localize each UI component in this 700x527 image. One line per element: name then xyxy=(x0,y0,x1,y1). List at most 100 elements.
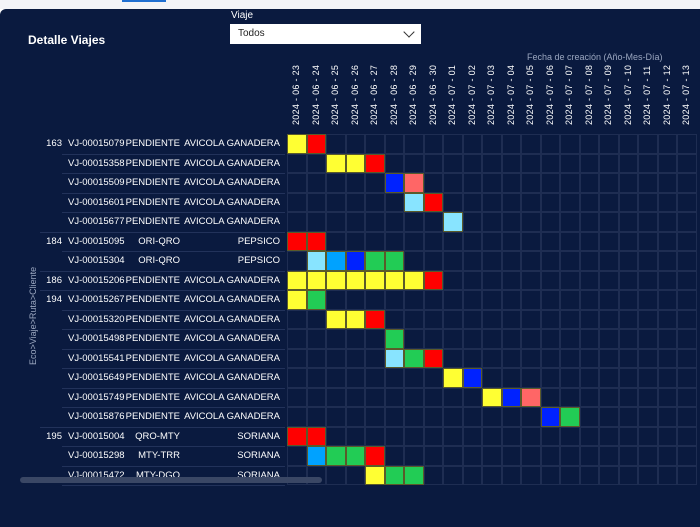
matrix-cell[interactable] xyxy=(540,465,560,485)
matrix-cell[interactable] xyxy=(657,153,677,173)
matrix-cell-filled[interactable] xyxy=(501,387,521,407)
matrix-cell[interactable] xyxy=(501,368,521,388)
matrix-cell[interactable] xyxy=(365,387,385,407)
matrix-cell[interactable] xyxy=(521,368,541,388)
matrix-cell[interactable] xyxy=(365,407,385,427)
matrix-cell-filled[interactable] xyxy=(560,407,580,427)
matrix-cell[interactable] xyxy=(657,407,677,427)
matrix-cell[interactable] xyxy=(306,407,326,427)
matrix-cell[interactable] xyxy=(306,212,326,232)
matrix-cell[interactable] xyxy=(306,465,326,485)
matrix-cell[interactable] xyxy=(287,251,307,271)
matrix-cell[interactable] xyxy=(482,309,502,329)
matrix-cell[interactable] xyxy=(462,407,482,427)
matrix-cell[interactable] xyxy=(560,426,580,446)
matrix-cell[interactable] xyxy=(618,231,638,251)
viaje-dropdown[interactable]: Todos xyxy=(230,24,421,44)
matrix-cell-filled[interactable] xyxy=(384,270,404,290)
matrix-cell[interactable] xyxy=(404,153,424,173)
matrix-cell[interactable] xyxy=(677,192,697,212)
matrix-cell-filled[interactable] xyxy=(540,407,560,427)
matrix-cell[interactable] xyxy=(287,446,307,466)
matrix-cell-filled[interactable] xyxy=(306,251,326,271)
matrix-cell[interactable] xyxy=(677,290,697,310)
matrix-cell[interactable] xyxy=(677,387,697,407)
matrix-cell[interactable] xyxy=(540,173,560,193)
matrix-cell[interactable] xyxy=(482,134,502,154)
matrix-cell[interactable] xyxy=(560,270,580,290)
matrix-cell[interactable] xyxy=(579,407,599,427)
matrix-cell[interactable] xyxy=(326,368,346,388)
matrix-cell-filled[interactable] xyxy=(423,348,443,368)
matrix-cell[interactable] xyxy=(599,309,619,329)
matrix-cell[interactable] xyxy=(618,309,638,329)
matrix-cell[interactable] xyxy=(365,426,385,446)
matrix-cell[interactable] xyxy=(306,192,326,212)
matrix-cell[interactable] xyxy=(638,231,658,251)
matrix-cell[interactable] xyxy=(404,134,424,154)
matrix-cell-filled[interactable] xyxy=(306,134,326,154)
matrix-cell[interactable] xyxy=(501,134,521,154)
matrix-cell[interactable] xyxy=(521,426,541,446)
matrix-cell[interactable] xyxy=(384,212,404,232)
matrix-cell[interactable] xyxy=(618,134,638,154)
matrix-cell[interactable] xyxy=(365,134,385,154)
matrix-cell[interactable] xyxy=(618,212,638,232)
matrix-cell[interactable] xyxy=(423,465,443,485)
matrix-cell[interactable] xyxy=(345,387,365,407)
matrix-cell[interactable] xyxy=(521,251,541,271)
matrix-cell[interactable] xyxy=(657,329,677,349)
matrix-cell[interactable] xyxy=(599,173,619,193)
matrix-cell[interactable] xyxy=(657,192,677,212)
matrix-cell[interactable] xyxy=(462,173,482,193)
matrix-cell[interactable] xyxy=(638,407,658,427)
matrix-cell[interactable] xyxy=(423,426,443,446)
matrix-cell[interactable] xyxy=(677,426,697,446)
matrix-cell[interactable] xyxy=(579,153,599,173)
matrix-cell[interactable] xyxy=(521,173,541,193)
matrix-cell[interactable] xyxy=(482,465,502,485)
matrix-cell[interactable] xyxy=(384,290,404,310)
matrix-cell[interactable] xyxy=(384,446,404,466)
matrix-cell[interactable] xyxy=(345,426,365,446)
matrix-cell[interactable] xyxy=(326,348,346,368)
matrix-cell[interactable] xyxy=(638,426,658,446)
matrix-cell[interactable] xyxy=(365,329,385,349)
matrix-cell[interactable] xyxy=(579,251,599,271)
matrix-cell[interactable] xyxy=(306,387,326,407)
matrix-cell[interactable] xyxy=(677,465,697,485)
matrix-cell[interactable] xyxy=(677,173,697,193)
matrix-cell[interactable] xyxy=(579,212,599,232)
matrix-cell[interactable] xyxy=(677,446,697,466)
matrix-cell[interactable] xyxy=(677,329,697,349)
matrix-cell[interactable] xyxy=(443,446,463,466)
matrix-cell[interactable] xyxy=(657,348,677,368)
matrix-cell[interactable] xyxy=(599,407,619,427)
matrix-cell[interactable] xyxy=(482,212,502,232)
matrix-cell[interactable] xyxy=(501,446,521,466)
matrix-cell[interactable] xyxy=(443,153,463,173)
matrix-cell[interactable] xyxy=(618,407,638,427)
matrix-cell[interactable] xyxy=(443,407,463,427)
matrix-cell-filled[interactable] xyxy=(345,270,365,290)
matrix-cell[interactable] xyxy=(482,348,502,368)
matrix-cell[interactable] xyxy=(540,212,560,232)
matrix-cell[interactable] xyxy=(579,387,599,407)
matrix-cell[interactable] xyxy=(326,407,346,427)
matrix-cell-filled[interactable] xyxy=(521,387,541,407)
matrix-cell[interactable] xyxy=(560,134,580,154)
matrix-cell[interactable] xyxy=(638,348,658,368)
matrix-cell-filled[interactable] xyxy=(404,270,424,290)
matrix-cell[interactable] xyxy=(540,153,560,173)
matrix-cell-filled[interactable] xyxy=(404,173,424,193)
matrix-cell[interactable] xyxy=(384,407,404,427)
matrix-cell[interactable] xyxy=(443,465,463,485)
matrix-cell-filled[interactable] xyxy=(287,426,307,446)
matrix-cell[interactable] xyxy=(618,368,638,388)
matrix-cell[interactable] xyxy=(287,173,307,193)
matrix-cell[interactable] xyxy=(560,348,580,368)
matrix-cell-filled[interactable] xyxy=(306,426,326,446)
matrix-cell[interactable] xyxy=(365,368,385,388)
matrix-cell[interactable] xyxy=(462,270,482,290)
matrix-cell[interactable] xyxy=(579,270,599,290)
